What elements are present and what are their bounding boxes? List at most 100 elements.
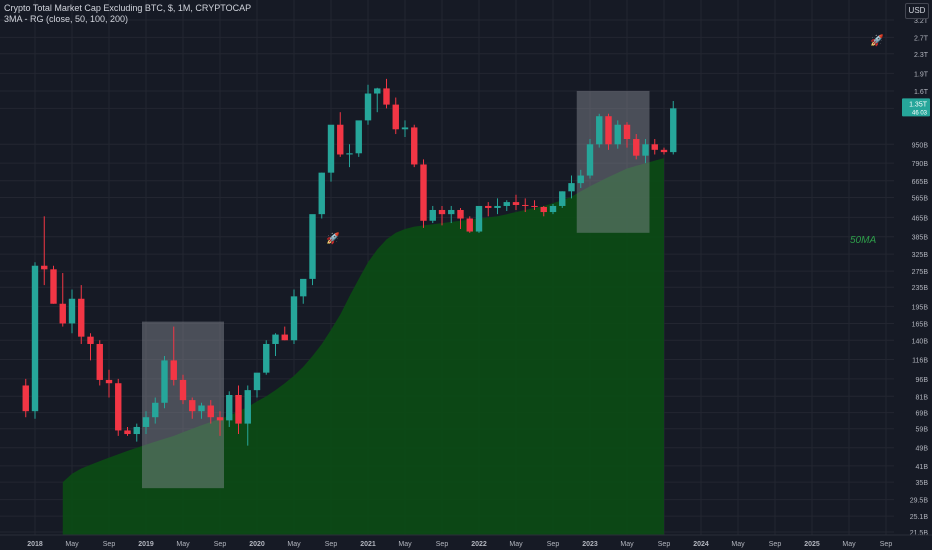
x-tick-label: May xyxy=(287,541,301,548)
candle-body xyxy=(170,360,177,380)
candle-body xyxy=(355,120,362,154)
x-tick-label: May xyxy=(842,541,856,548)
candle-body xyxy=(68,298,76,324)
currency-button[interactable]: USD xyxy=(905,3,929,19)
candle-body xyxy=(411,127,418,165)
candle-body xyxy=(577,175,584,184)
candle-body xyxy=(78,298,85,337)
candle-body xyxy=(364,93,372,121)
x-tick-label: 2018 xyxy=(27,541,43,548)
candle-body xyxy=(420,164,427,221)
x-tick-label: May xyxy=(620,541,634,548)
x-tick-label: May xyxy=(509,541,523,548)
y-tick-label: 565B xyxy=(912,195,929,202)
candle-body xyxy=(438,209,446,215)
x-tick-label: Sep xyxy=(436,541,449,548)
candle-body xyxy=(466,218,473,232)
y-tick-label: 465B xyxy=(912,215,929,222)
y-tick-label: 41B xyxy=(916,464,929,471)
x-tick-label: Sep xyxy=(547,541,560,548)
candle-body xyxy=(152,402,159,418)
candle-body xyxy=(503,202,510,206)
candle-body xyxy=(614,124,621,145)
candle-body xyxy=(392,104,399,130)
candle-body xyxy=(494,205,501,208)
ma50-area xyxy=(62,158,664,535)
ma50-label: 50MA xyxy=(850,235,876,246)
x-tick-label: Sep xyxy=(880,541,893,548)
y-tick-label: 2.3T xyxy=(914,52,929,59)
x-tick-label: May xyxy=(398,541,412,548)
y-tick-label: 29.5B xyxy=(910,498,929,505)
candle-body xyxy=(457,209,464,219)
candle-body xyxy=(87,336,94,344)
candle-body xyxy=(318,172,325,215)
candle-body xyxy=(605,116,612,145)
candle-body xyxy=(198,405,205,412)
candle-body xyxy=(300,278,307,297)
y-tick-label: 385B xyxy=(912,235,929,242)
last-price-countdown: 46 03 xyxy=(912,110,928,116)
y-tick-label: 81B xyxy=(916,394,929,401)
candle-body xyxy=(309,214,316,279)
candle-body xyxy=(568,183,575,192)
y-tick-label: 140B xyxy=(912,338,929,345)
x-tick-label: 2021 xyxy=(360,541,376,548)
x-tick-label: Sep xyxy=(769,541,782,548)
candle-body xyxy=(522,204,529,206)
candle-body xyxy=(290,296,298,341)
x-tick-label: 2019 xyxy=(138,541,154,548)
y-tick-label: 790B xyxy=(912,161,929,168)
x-tick-label: May xyxy=(65,541,79,548)
candle-body xyxy=(475,205,483,232)
candle-body xyxy=(660,149,668,153)
y-tick-label: 275B xyxy=(912,269,929,276)
candle-body xyxy=(337,124,344,155)
x-tick-label: 2023 xyxy=(582,541,598,548)
candle-body xyxy=(281,334,288,341)
y-tick-label: 165B xyxy=(912,321,929,328)
y-tick-label: 1.9T xyxy=(914,71,929,78)
candle-body xyxy=(179,379,187,401)
candle-body xyxy=(253,372,261,391)
candle-body xyxy=(586,144,594,176)
rocket-icon: 🚀 xyxy=(870,35,884,47)
x-tick-label: 2025 xyxy=(804,541,820,548)
candle-body xyxy=(596,116,603,145)
last-price-tag xyxy=(902,98,930,117)
candle-body xyxy=(235,394,242,424)
last-price-value: 1.35T xyxy=(909,101,928,108)
indicator-legend: 3MA - RG (close, 50, 100, 200) xyxy=(4,14,129,24)
candle-body xyxy=(429,209,436,221)
candle-body xyxy=(633,139,640,156)
candle-body xyxy=(59,303,66,324)
y-tick-label: 325B xyxy=(912,252,929,259)
candle-body xyxy=(142,417,150,427)
x-tick-label: May xyxy=(176,541,190,548)
candle-body xyxy=(189,400,196,412)
candle-body xyxy=(96,343,103,380)
candle-body xyxy=(374,88,381,94)
candle-body xyxy=(559,191,566,206)
candle-body xyxy=(383,88,390,105)
x-tick-label: Sep xyxy=(325,541,338,548)
chart-title: Crypto Total Market Cap Excluding BTC, $… xyxy=(4,3,252,13)
candle-body xyxy=(642,144,649,156)
x-tick-label: May xyxy=(731,541,745,548)
candle-body xyxy=(327,124,335,173)
candle-body xyxy=(549,205,557,213)
candle-body xyxy=(401,127,409,130)
candle-body xyxy=(263,343,270,373)
candle-body xyxy=(22,385,29,412)
candle-body xyxy=(216,417,224,421)
y-tick-label: 116B xyxy=(912,357,928,364)
candle-body xyxy=(623,124,631,140)
candle-body xyxy=(41,265,48,270)
y-tick-label: 665B xyxy=(912,179,929,186)
x-tick-label: 2020 xyxy=(249,541,265,548)
y-tick-label: 25.1B xyxy=(910,514,929,521)
candle-body xyxy=(346,153,353,155)
y-tick-label: 59B xyxy=(916,427,929,434)
rocket-icon: 🚀 xyxy=(326,233,340,245)
